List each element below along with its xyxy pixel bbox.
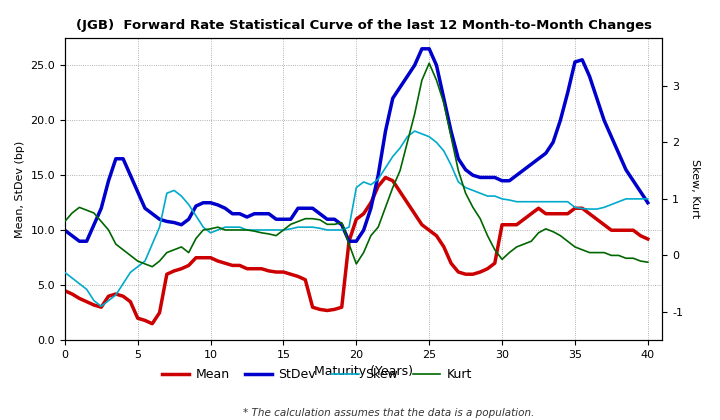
Skew: [549, 199, 557, 204]
Mean: [396, 189, 405, 194]
StDev: [644, 200, 652, 205]
StDev: [418, 46, 426, 51]
StDev: [439, 96, 448, 101]
Skew: [600, 205, 608, 210]
Kurt: [388, 185, 397, 190]
Y-axis label: Mean, StDev (bp): Mean, StDev (bp): [15, 140, 24, 238]
Kurt: [60, 219, 69, 224]
Text: * The calculation assumes that the data is a population.: * The calculation assumes that the data …: [243, 408, 534, 418]
Mean: [600, 222, 608, 227]
Mean: [60, 288, 69, 293]
Skew: [505, 197, 513, 202]
Skew: [60, 270, 69, 275]
Kurt: [644, 260, 652, 265]
StDev: [505, 178, 513, 183]
Line: Mean: Mean: [65, 178, 648, 324]
Skew: [439, 148, 448, 153]
Kurt: [578, 247, 587, 252]
Mean: [381, 175, 390, 180]
Kurt: [505, 250, 513, 255]
Title: (JGB)  Forward Rate Statistical Curve of the last 12 Month-to-Month Changes: (JGB) Forward Rate Statistical Curve of …: [76, 19, 652, 32]
Y-axis label: Skew, Kurt: Skew, Kurt: [690, 160, 700, 218]
Kurt: [148, 264, 156, 269]
Kurt: [439, 100, 448, 105]
Line: Kurt: Kurt: [65, 63, 648, 267]
StDev: [60, 228, 69, 233]
Skew: [388, 154, 397, 159]
Mean: [439, 244, 448, 249]
Skew: [410, 129, 419, 134]
Skew: [97, 304, 106, 309]
Skew: [644, 197, 652, 202]
Kurt: [549, 229, 557, 234]
X-axis label: Maturity (Years): Maturity (Years): [314, 365, 413, 378]
StDev: [75, 239, 84, 244]
StDev: [388, 96, 397, 101]
Line: StDev: StDev: [65, 49, 648, 241]
Kurt: [425, 61, 433, 66]
StDev: [600, 118, 608, 123]
Mean: [148, 321, 156, 326]
Mean: [549, 211, 557, 216]
Kurt: [600, 250, 608, 255]
Skew: [578, 206, 587, 211]
Mean: [578, 206, 587, 211]
StDev: [549, 140, 557, 145]
Line: Skew: Skew: [65, 131, 648, 306]
Mean: [505, 222, 513, 227]
Mean: [644, 236, 652, 241]
StDev: [578, 57, 587, 62]
Legend: Mean, StDev, Skew, Kurt: Mean, StDev, Skew, Kurt: [157, 363, 477, 386]
